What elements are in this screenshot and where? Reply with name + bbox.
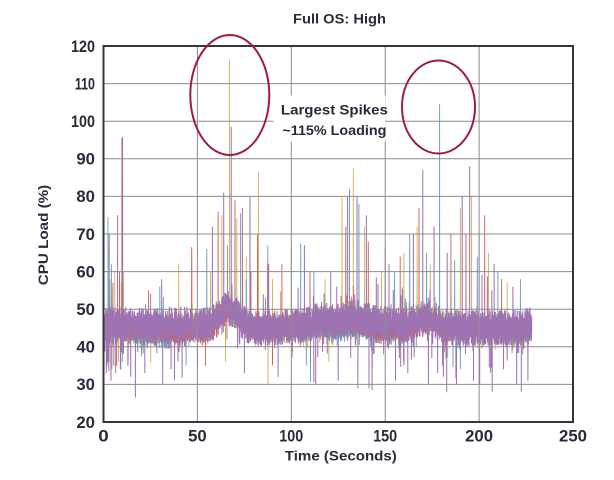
svg-text:CPU Load (%): CPU Load (%) (35, 185, 51, 286)
svg-text:50: 50 (188, 426, 207, 445)
svg-text:100: 100 (279, 426, 303, 445)
svg-text:Largest Spikes: Largest Spikes (281, 101, 388, 117)
svg-text:250: 250 (559, 426, 587, 445)
svg-text:50: 50 (76, 300, 95, 319)
svg-text:80: 80 (76, 187, 95, 206)
svg-text:90: 90 (76, 150, 95, 169)
svg-text:110: 110 (75, 74, 95, 93)
svg-text:0: 0 (98, 426, 109, 445)
svg-text:200: 200 (465, 426, 493, 445)
svg-text:30: 30 (76, 375, 95, 394)
svg-text:100: 100 (71, 112, 95, 131)
svg-text:Full OS: High: Full OS: High (293, 11, 386, 27)
svg-text:20: 20 (76, 413, 95, 432)
svg-text:~115% Loading: ~115% Loading (282, 122, 386, 138)
svg-text:40: 40 (76, 338, 95, 357)
svg-text:70: 70 (76, 225, 95, 244)
svg-text:Time (Seconds): Time (Seconds) (285, 448, 397, 464)
svg-text:150: 150 (373, 426, 397, 445)
svg-text:120: 120 (71, 37, 95, 56)
svg-text:60: 60 (76, 262, 95, 281)
